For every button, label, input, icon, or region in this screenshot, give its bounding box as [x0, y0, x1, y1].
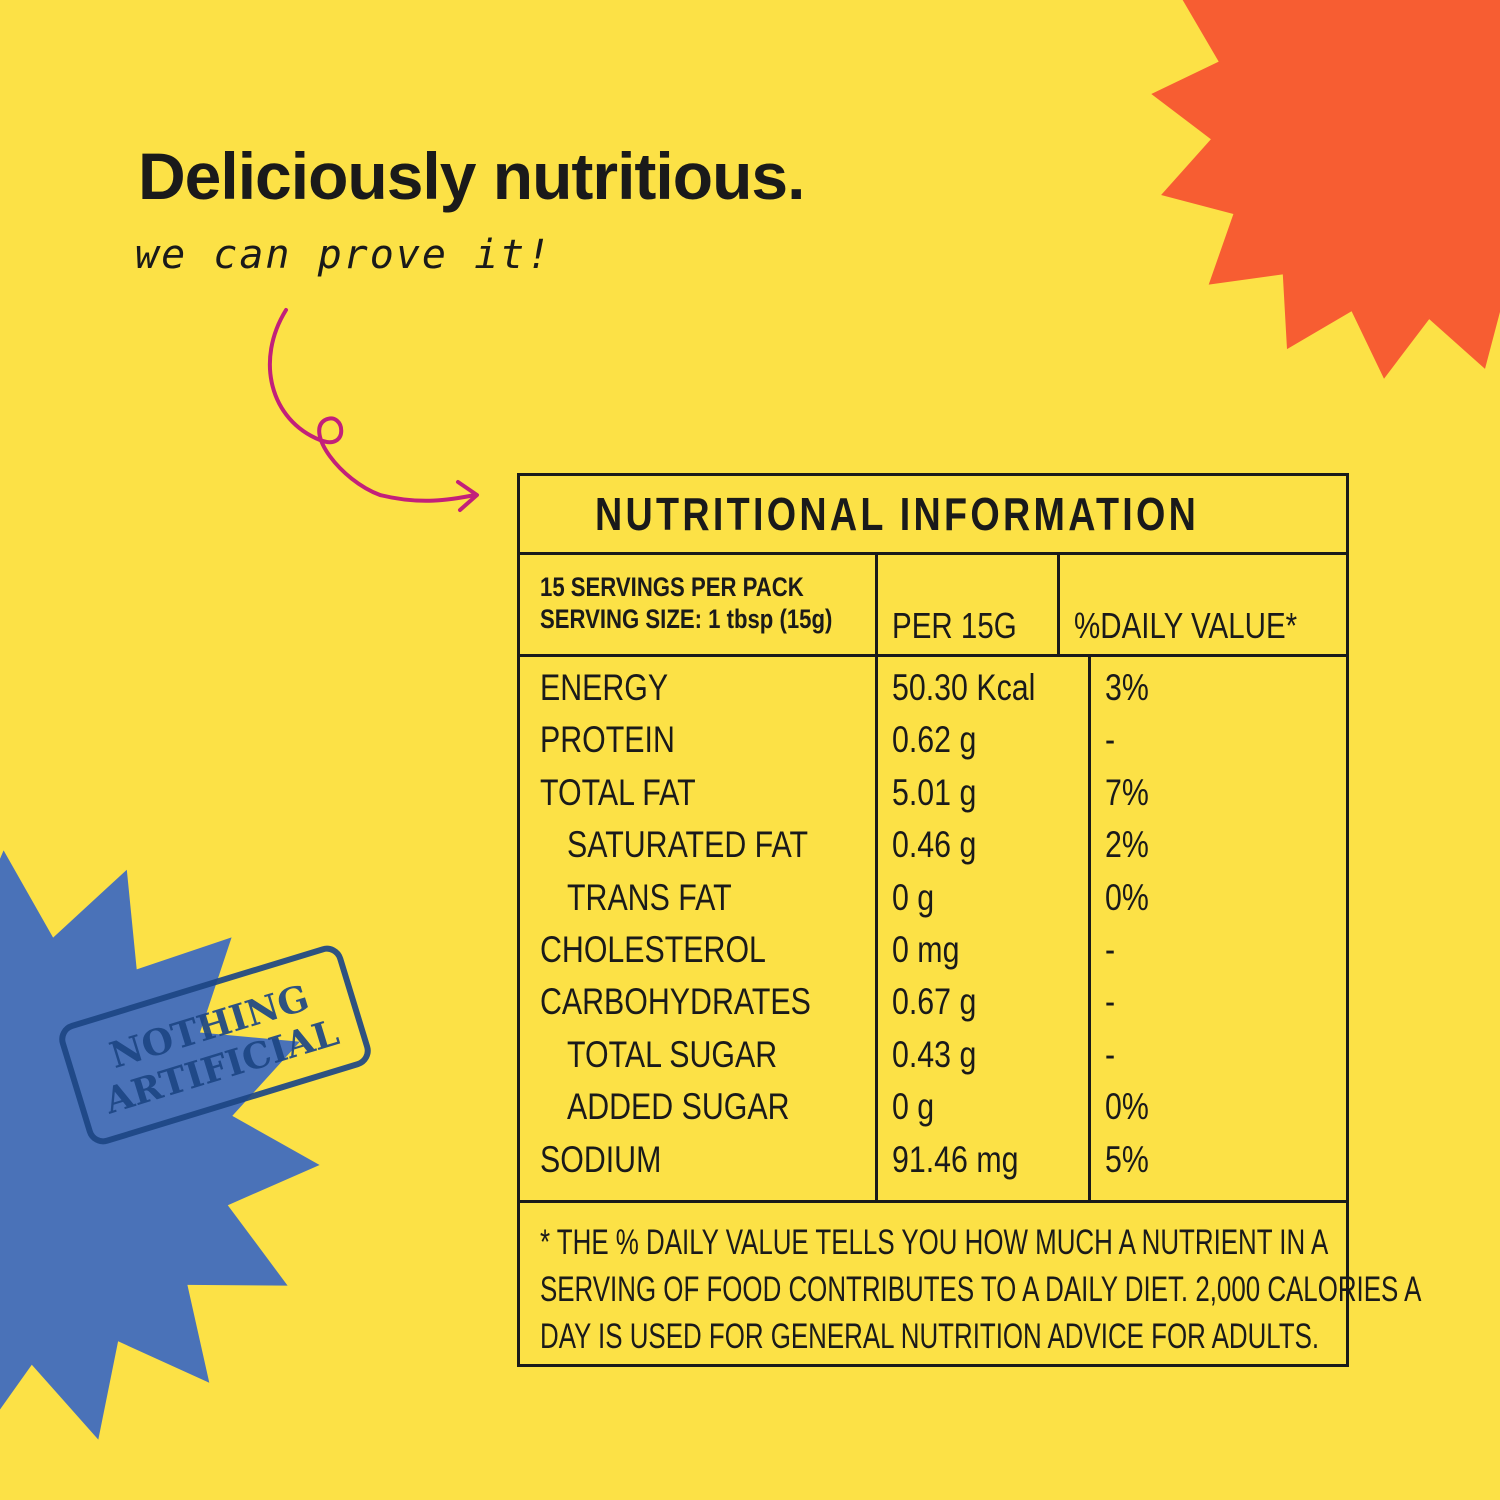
nutrient-value: 5.01 g [892, 771, 977, 813]
table-row-nutrient-name: SODIUM [540, 1138, 875, 1190]
arrowhead-icon [456, 480, 479, 512]
table-row-nutrient-name: TOTAL FAT [540, 771, 875, 823]
nutrient-name: TOTAL SUGAR [567, 1033, 778, 1075]
table-row-nutrient-daily-value: 3% [1105, 666, 1346, 718]
footnote-line: * THE % DAILY VALUE TELLS YOU HOW MUCH A… [540, 1223, 1329, 1262]
nutrient-daily-value: - [1105, 719, 1116, 761]
serving-size: SERVING SIZE: 1 tbsp (15g) [540, 604, 833, 634]
nutrient-daily-value: 2% [1105, 824, 1149, 866]
nutrient-value: 50.30 Kcal [892, 667, 1036, 708]
table-row-nutrient-value: 0 g [892, 876, 1088, 928]
table-row-nutrient-value: 0 mg [892, 928, 1088, 980]
table-row-nutrient-daily-value: - [1105, 718, 1346, 770]
table-row-nutrient-daily-value: - [1105, 1033, 1346, 1085]
nutrient-name: SODIUM [540, 1138, 662, 1180]
nutrition-table: NUTRITIONAL INFORMATION 15 SERVINGS PER … [517, 473, 1421, 1367]
nutrient-value: 0 mg [892, 928, 960, 970]
table-row-nutrient-name: SATURATED FAT [540, 823, 875, 875]
nutrient-name: PROTEIN [540, 719, 675, 761]
nutrient-daily-value: - [1105, 1033, 1116, 1075]
headline: Deliciously nutritious. [138, 139, 805, 213]
table-row-nutrient-value: 91.46 mg [892, 1138, 1088, 1190]
footnote: * THE % DAILY VALUE TELLS YOU HOW MUCH A… [520, 1203, 1421, 1360]
table-row-nutrient-name: PROTEIN [540, 718, 875, 770]
nutrient-name: CARBOHYDRATES [540, 981, 811, 1023]
table-row-nutrient-name: CARBOHYDRATES [540, 980, 875, 1032]
table-row-nutrient-daily-value: 7% [1105, 771, 1346, 823]
column-header-daily-value: %DAILY VALUE* [1073, 605, 1298, 646]
nutrient-name: ADDED SUGAR [567, 1086, 790, 1128]
table-row-nutrient-value: 0.46 g [892, 823, 1088, 875]
nutrient-value: 0.62 g [892, 719, 977, 761]
nutrient-name: CHOLESTEROL [540, 928, 766, 970]
table-header-row: 15 SERVINGS PER PACK SERVING SIZE: 1 tbsp… [520, 555, 1346, 657]
nutrient-daily-value: 3% [1105, 667, 1149, 708]
table-title: NUTRITIONAL INFORMATION [595, 488, 1200, 540]
nutrient-name: SATURATED FAT [567, 824, 809, 866]
table-row-nutrient-daily-value: 2% [1105, 823, 1346, 875]
nutrient-name: ENERGY [540, 667, 669, 708]
table-row-nutrient-daily-value: 0% [1105, 876, 1346, 928]
nutrient-daily-value: 0% [1105, 876, 1149, 918]
nutrient-daily-value: 0% [1105, 1086, 1149, 1128]
footnote-line: DAY IS USED FOR GENERAL NUTRITION ADVICE… [540, 1317, 1320, 1356]
nutrient-value: 91.46 mg [892, 1138, 1019, 1180]
table-row-nutrient-daily-value: - [1105, 980, 1346, 1032]
table-row-nutrient-name: TRANS FAT [540, 876, 875, 928]
nutrient-daily-value: 7% [1105, 771, 1149, 813]
nutrient-value: 0.43 g [892, 1033, 977, 1075]
table-row-nutrient-value: 50.30 Kcal [892, 666, 1088, 718]
nutrient-value: 0.46 g [892, 824, 977, 866]
orange-starburst [1151, 0, 1500, 379]
table-row-nutrient-name: ADDED SUGAR [540, 1085, 875, 1137]
nutrient-name: TOTAL FAT [540, 771, 696, 813]
table-row-nutrient-value: 0.43 g [892, 1033, 1088, 1085]
nutrient-daily-value: - [1105, 928, 1116, 970]
table-row-nutrient-value: 0 g [892, 1085, 1088, 1137]
column-header-per: PER 15G [892, 605, 1017, 646]
table-row-nutrient-daily-value: 5% [1105, 1138, 1346, 1190]
table-row-nutrient-name: CHOLESTEROL [540, 928, 875, 980]
table-row-nutrient-value: 0.62 g [892, 718, 1088, 770]
table-row-nutrient-name: TOTAL SUGAR [540, 1033, 875, 1085]
nutrient-daily-value: 5% [1105, 1138, 1149, 1180]
table-row-nutrient-name: ENERGY [540, 666, 875, 718]
table-row-nutrient-daily-value: - [1105, 928, 1346, 980]
nutrient-value: 0 g [892, 876, 935, 918]
tagline: we can prove it! [135, 232, 553, 278]
nutrient-value: 0 g [892, 1086, 935, 1128]
table-row-nutrient-daily-value: 0% [1105, 1085, 1346, 1137]
table-row-nutrient-value: 0.67 g [892, 980, 1088, 1032]
servings-per-pack: 15 SERVINGS PER PACK [540, 572, 804, 602]
blue-starburst [0, 850, 320, 1440]
nutrient-value: 0.67 g [892, 981, 977, 1023]
nutrient-name: TRANS FAT [567, 876, 732, 918]
nutrient-daily-value: - [1105, 981, 1116, 1023]
footnote-line: SERVING OF FOOD CONTRIBUTES TO A DAILY D… [540, 1270, 1422, 1309]
curly-arrow-icon [267, 308, 477, 503]
table-row-nutrient-value: 5.01 g [892, 771, 1088, 823]
table-body: ENERGY PROTEIN TOTAL FAT SATURATED FAT TRANS… [520, 657, 1346, 1203]
